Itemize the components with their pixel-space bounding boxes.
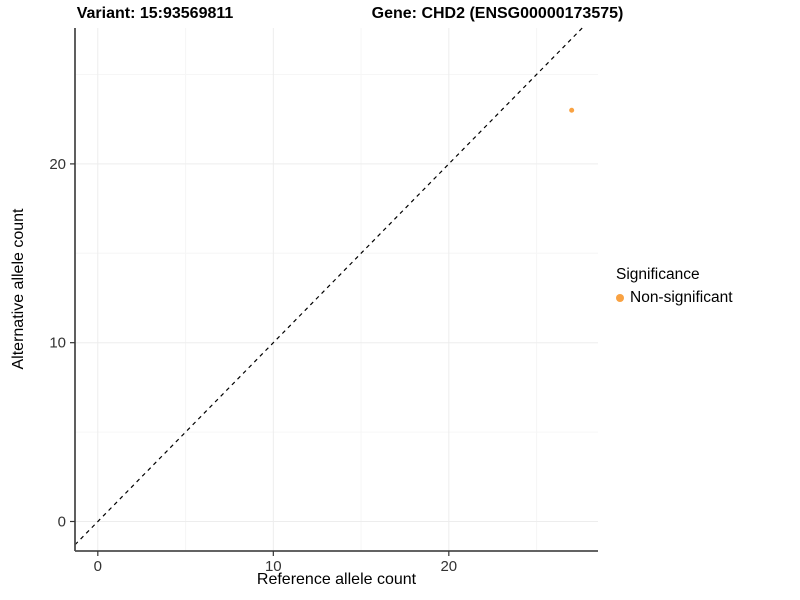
data-point	[569, 107, 575, 113]
plot-title-gene: Gene: CHD2 (ENSG00000173575)	[371, 5, 624, 22]
y-tick-label: 0	[58, 513, 66, 530]
identity-dashed-line	[74, 27, 583, 546]
x-tick-label: 20	[440, 558, 457, 575]
x-tick-label: 10	[265, 558, 282, 575]
x-axis-title: Reference allele count	[256, 571, 417, 588]
y-tick-label: 20	[49, 156, 66, 173]
x-tick-label: 0	[94, 558, 102, 575]
plot-canvas: 0 10 20 0 10 20	[49, 27, 598, 575]
y-axis-title: Alternative allele count	[10, 208, 27, 370]
legend-item-non-significant: Non-significant	[616, 289, 733, 307]
y-tick-label: 10	[49, 335, 66, 352]
plot-panel: 0 10 20 0 10 20	[49, 27, 598, 575]
plot-title-variant: Variant: 15:93569811	[76, 5, 234, 22]
legend: Significance Non-significant	[616, 266, 733, 307]
legend-title: Significance	[616, 266, 700, 283]
legend-point-icon	[616, 294, 624, 302]
legend-item-label: Non-significant	[630, 289, 733, 306]
